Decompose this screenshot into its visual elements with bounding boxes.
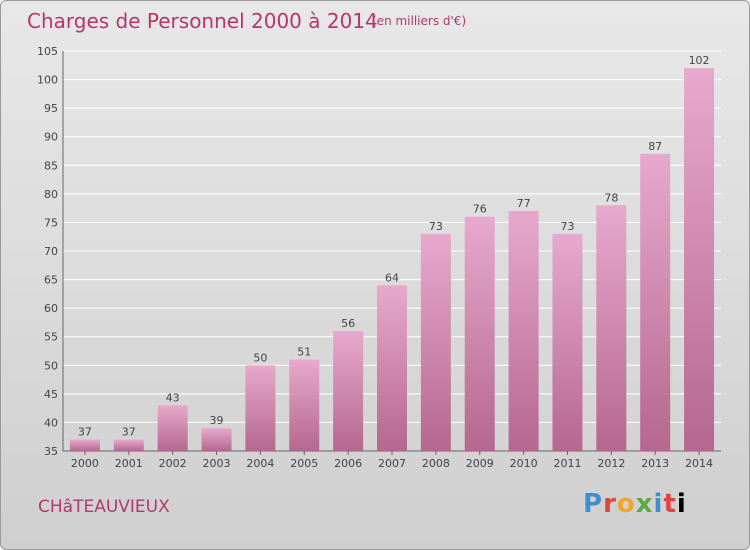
data-label: 37 [122,426,136,439]
bar [596,205,627,451]
bar [640,153,671,451]
data-label: 37 [78,426,92,439]
data-label: 51 [297,346,311,359]
x-tick-label: 2000 [71,457,99,470]
data-label: 78 [604,191,618,204]
y-tick-label: 70 [44,245,58,258]
x-tick-label: 2011 [553,457,581,470]
bar [157,405,188,451]
bar [377,285,407,451]
location-name: CHâTEAUVIEUX [38,497,170,517]
data-label: 50 [253,351,267,364]
y-tick-label: 45 [44,388,58,401]
y-tick-label: 90 [44,131,58,144]
data-label: 39 [210,414,224,427]
x-tick-label: 2005 [290,457,318,470]
x-tick-label: 2004 [246,457,274,470]
x-tick-label: 2007 [378,457,406,470]
data-labels: 37 37 43 39 50 51 56 64 73 76 77 73 78 87 102 [78,54,710,438]
proxiti-logo: Proxiti [583,489,687,519]
y-tick-label: 85 [44,159,58,172]
x-tick-label: 2006 [334,457,362,470]
bars [69,68,715,452]
bar [333,331,364,451]
x-tick-label: 2002 [159,457,187,470]
bar [552,233,583,451]
y-tick-label: 60 [44,302,58,315]
x-tick-label: 2001 [115,457,143,470]
data-label: 73 [429,220,443,233]
chart-title: Charges de Personnel 2000 à 2014 [27,9,378,33]
data-label: 56 [341,317,355,330]
chart-unit: (en milliers d'€) [372,14,467,28]
y-tick-label: 80 [44,188,58,201]
y-tick-label: 55 [44,331,58,344]
bar [201,428,232,451]
bar [289,359,320,451]
x-tick-label: 2012 [597,457,625,470]
data-label: 43 [166,391,180,404]
y-tick-label: 50 [44,359,58,372]
data-label: 64 [385,271,399,284]
data-label: 102 [689,54,710,67]
bar [245,365,276,451]
x-tick-label: 2003 [203,457,231,470]
y-tick-label: 105 [37,45,58,58]
x-tick-label: 2013 [641,457,669,470]
y-tick-label: 75 [44,216,58,229]
y-tick-label: 100 [37,74,58,87]
x-tick-label: 2014 [685,457,713,470]
y-tick-labels: 35 40 45 50 55 60 65 70 75 80 85 90 95 100 105 [37,45,58,458]
x-tick-labels: 2000 2001 2002 2003 2004 2005 2006 2007 2008 2009… [71,457,713,470]
data-label: 87 [648,140,662,153]
y-tick-label: 40 [44,416,58,429]
bar [508,211,539,451]
data-label: 77 [517,197,531,210]
bar [69,439,100,451]
y-tick-label: 95 [44,102,58,115]
bar [684,68,715,452]
x-tick-label: 2010 [510,457,538,470]
bar [113,439,144,451]
x-tick-label: 2008 [422,457,450,470]
data-label: 73 [560,220,574,233]
bar [420,233,451,451]
data-label: 76 [473,203,487,216]
y-tick-label: 35 [44,445,58,458]
bar [464,216,495,451]
x-tick-label: 2009 [466,457,494,470]
y-tick-label: 65 [44,274,58,287]
